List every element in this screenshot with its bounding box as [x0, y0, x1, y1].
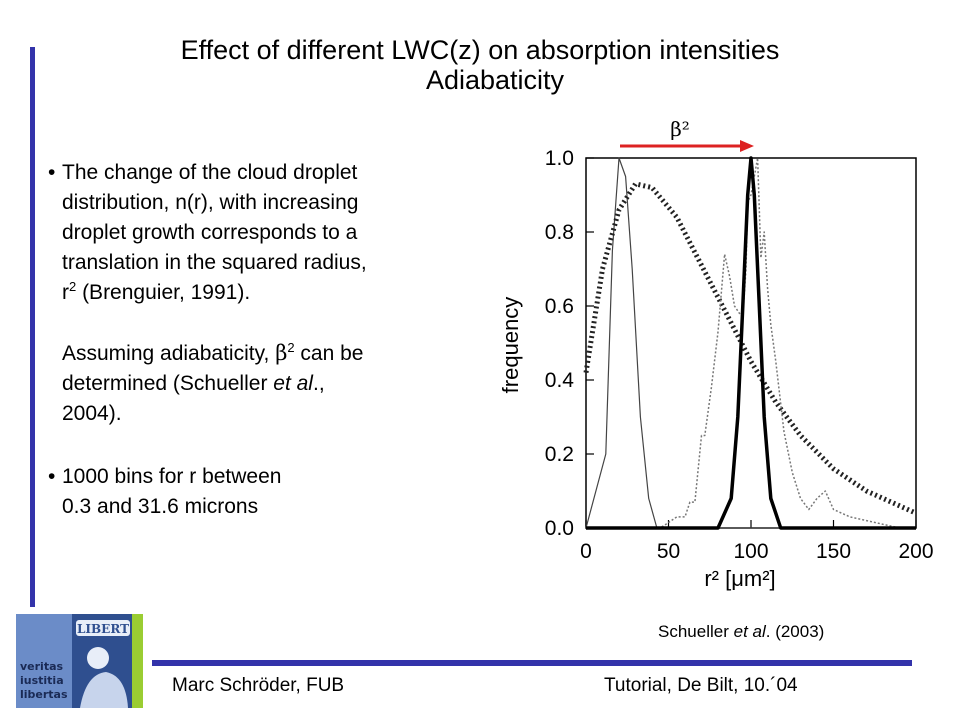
footer-author: Marc Schröder, FUB [172, 675, 345, 696]
superscript: 2 [69, 279, 77, 294]
x-tick-label: 200 [898, 540, 933, 563]
logo-banner-text: LIBERT [77, 622, 129, 636]
para-2-text: Assuming adiabaticity, [62, 342, 276, 365]
y-tick-label: 0.0 [545, 517, 574, 540]
para-2-text: 2004). [62, 402, 122, 425]
logo-seal [87, 647, 109, 669]
university-logo: LIBERT veritas iustitia libertas [16, 614, 143, 708]
left-accent-rule [30, 47, 35, 607]
y-tick-label: 0.2 [545, 443, 574, 466]
logo-blue-panel [16, 614, 72, 708]
x-tick-label: 100 [733, 540, 768, 563]
logo-figure [80, 672, 128, 708]
para-2-text: determined (Schueller [62, 372, 274, 395]
series-line-thick-dotted [583, 181, 918, 516]
plot-frame [585, 157, 917, 529]
x-tick-label: 50 [657, 540, 680, 563]
bullet-dot: • [48, 161, 56, 184]
bullet-1-line-1: The change of the cloud droplet [62, 161, 358, 184]
logo-banner [76, 620, 130, 636]
y-tick-label: 0.6 [545, 295, 574, 318]
logo-green-stripe [132, 614, 143, 708]
x-axis-label: r² [μm²] [704, 566, 775, 591]
x-tick-label: 0 [580, 540, 592, 563]
citation-text: . (2003) [765, 622, 825, 641]
bullet-2: • 1000 bins for r between 0.3 and 31.6 mi… [48, 462, 468, 522]
x-tick-label: 150 [816, 540, 851, 563]
para-2-text: ., [312, 372, 325, 395]
slide-subtitle: Adiabaticity [425, 65, 565, 95]
bullet-1-line-4: translation in the squared radius, [62, 251, 367, 274]
r-symbol: r [62, 281, 69, 304]
annotation-layer: β² [620, 117, 754, 152]
y-tick-label: 1.0 [545, 147, 574, 170]
bullet-1-line-2: distribution, n(r), with increasing [62, 191, 359, 214]
beta-squared-annotation: β² [670, 117, 690, 141]
y-tick-label: 0.8 [545, 221, 574, 244]
y-tick-label: 0.4 [545, 369, 575, 392]
footer-event: Tutorial, De Bilt, 10.´04 [604, 675, 798, 696]
bullet-2-line-1: 1000 bins for r between [62, 465, 282, 488]
citation-text: Schueller [658, 622, 734, 641]
bullet-dot: • [48, 465, 56, 488]
para-2-text: can be [294, 342, 364, 365]
series-line-thick-solid [586, 156, 916, 530]
citation-et-al: et al [733, 622, 766, 641]
logo-word-libertas: libertas [20, 688, 68, 701]
slide-title: Effect of different LWC(z) on absorption… [180, 35, 780, 65]
shift-arrow-head [740, 140, 754, 152]
bullet-1-line-5: r2 (Brenguier, 1991). [48, 278, 468, 308]
logo-word-iustitia: iustitia [20, 674, 64, 687]
superscript: 2 [287, 340, 295, 355]
beta-symbol: β [275, 341, 288, 365]
bullet-1-line-3: droplet growth corresponds to a [62, 221, 358, 244]
bottom-accent-rule [152, 660, 912, 666]
series-layer [583, 156, 918, 530]
logo-word-veritas: veritas [20, 660, 64, 673]
y-axis-label: frequency [498, 297, 523, 394]
series-line-thin-solid [585, 157, 916, 529]
paragraph-2: Assuming adiabaticity, β2 can be determi… [62, 338, 482, 429]
bullet-2-line-2: 0.3 and 31.6 microns [62, 495, 259, 518]
et-al: et al [273, 372, 313, 395]
frequency-chart: β² 0 50 100 150 200 0.0 0.2 0.4 0.6 0.8 1.0 r² [μm… [498, 117, 934, 591]
bullet-1: • The change of the cloud droplet distrib… [48, 158, 468, 308]
figure-citation: Schueller et al. (2003) [658, 622, 824, 642]
series-line-thin-dotted [586, 157, 916, 529]
tick-layer: 0 50 100 150 200 0.0 0.2 0.4 0.6 0.8 1.0 [545, 147, 934, 563]
brenguier-citation: (Brenguier, 1991). [76, 281, 251, 304]
